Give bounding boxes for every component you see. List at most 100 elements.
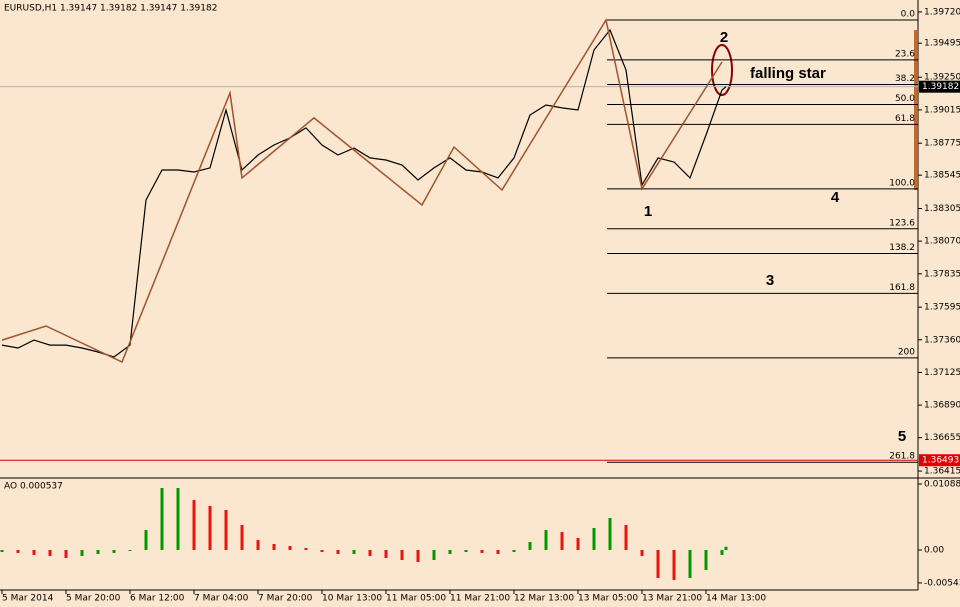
y-tick-label: 0.010886 xyxy=(924,479,960,489)
highlight-ellipse xyxy=(711,44,733,96)
ao-bar xyxy=(32,549,36,555)
zigzag xyxy=(1,18,723,364)
fib-label: 0.0 xyxy=(901,10,916,20)
y-tick-label: 1.37125 xyxy=(924,368,960,378)
y-tick-label: 1.39720 xyxy=(924,7,960,17)
x-tick-label: 6 Mar 12:00 xyxy=(130,594,185,604)
y-tick-label: 1.37595 xyxy=(924,303,960,313)
price-label-box xyxy=(919,80,960,93)
ao-bar xyxy=(224,509,228,550)
ao-bar xyxy=(400,549,404,560)
x-tick-label: 11 Mar 05:00 xyxy=(386,594,446,604)
price-label: 1.39182 xyxy=(922,82,959,92)
scroll-marker xyxy=(914,30,917,190)
annotation: 1 xyxy=(644,203,652,220)
ao-bar xyxy=(688,549,692,578)
ao-bar xyxy=(464,549,468,552)
ao-bar xyxy=(320,549,324,552)
x-tick-label: 7 Mar 04:00 xyxy=(194,594,249,604)
y-tick-label: 1.37835 xyxy=(924,269,960,279)
y-tick-label: 1.39015 xyxy=(924,105,960,115)
x-tick-label: 14 Mar 13:00 xyxy=(706,594,766,604)
fib-label: 100.0 xyxy=(889,178,915,188)
annotation: falling star xyxy=(750,65,826,82)
ao-bar xyxy=(448,549,452,554)
x-tick-label: 5 Mar 2014 xyxy=(2,594,54,604)
ao-bar xyxy=(416,549,420,562)
fib-label: 50.0 xyxy=(895,94,915,104)
ao-bar xyxy=(256,539,260,550)
annotation: 5 xyxy=(898,428,906,445)
annotation: 2 xyxy=(720,29,728,46)
x-tick-label: 12 Mar 13:00 xyxy=(514,594,574,604)
fib-label: 61.8 xyxy=(895,114,915,124)
ao-bar xyxy=(352,549,356,554)
ao-bar xyxy=(64,549,68,558)
ao-bar xyxy=(704,549,708,570)
x-tick-label: 13 Mar 21:00 xyxy=(642,594,702,604)
ao-bar xyxy=(480,549,484,553)
ao-bar xyxy=(288,545,292,550)
y-tick-label: -0.005434 xyxy=(924,578,960,588)
fib-label: 138.2 xyxy=(889,243,915,253)
ao-bar xyxy=(624,525,628,550)
y-tick-label: 1.39250 xyxy=(924,73,960,83)
x-tick-label: 10 Mar 13:00 xyxy=(322,594,382,604)
y-tick-label: 1.37360 xyxy=(924,335,960,345)
ao-bar xyxy=(512,549,516,552)
ao-bar xyxy=(16,549,20,553)
ao-bar xyxy=(672,549,676,580)
fib-label: 38.2 xyxy=(895,74,915,84)
fib-label: 123.6 xyxy=(889,218,915,228)
ao-bar xyxy=(368,549,372,556)
ao-bar xyxy=(640,549,644,556)
x-tick-label: 5 Mar 20:00 xyxy=(66,594,121,604)
ao-bar xyxy=(656,549,660,578)
y-tick-label: 1.38775 xyxy=(924,139,960,149)
indicator-title: AO 0.000537 xyxy=(4,482,63,492)
ao-bar xyxy=(608,517,612,550)
ao-bar xyxy=(48,549,52,556)
ao-bar xyxy=(208,505,212,550)
ao-bar xyxy=(240,525,244,550)
ao-bar xyxy=(592,527,596,550)
chart-title: EURUSD,H1 1.39147 1.39182 1.39147 1.3918… xyxy=(4,4,217,14)
y-tick-label: 1.38545 xyxy=(924,171,960,181)
ao-bar xyxy=(384,549,388,558)
ao-bar xyxy=(96,549,100,554)
ao-bar xyxy=(724,546,728,550)
annotation: 3 xyxy=(766,272,774,289)
ao-bar xyxy=(80,549,84,556)
ao-bar xyxy=(160,487,164,550)
ao-bar xyxy=(176,487,180,550)
y-tick-label: 0.00 xyxy=(924,545,944,555)
ao-bar xyxy=(544,529,548,550)
fib-label: 23.6 xyxy=(895,49,915,59)
x-tick-label: 11 Mar 21:00 xyxy=(450,594,510,604)
y-tick-label: 1.36415 xyxy=(924,467,960,477)
ao-bar xyxy=(576,537,580,550)
fib-label: 161.8 xyxy=(889,283,915,293)
ao-bar xyxy=(560,531,564,550)
ao-bar xyxy=(720,549,724,555)
x-tick-label: 13 Mar 05:00 xyxy=(578,594,638,604)
fib-label: 200 xyxy=(898,347,915,357)
ao-bar xyxy=(528,541,532,550)
ao-bar xyxy=(336,549,340,554)
ao-bar xyxy=(432,549,436,560)
ao-bar xyxy=(128,549,132,551)
alert-label-box xyxy=(919,454,960,467)
y-tick-label: 1.38305 xyxy=(924,204,960,214)
ao-bar xyxy=(112,549,116,553)
alert-label: 1.36493 xyxy=(922,456,959,466)
y-tick-label: 1.36655 xyxy=(924,433,960,443)
annotation: 4 xyxy=(831,189,840,206)
ao-bar xyxy=(0,549,4,552)
y-tick-label: 1.39495 xyxy=(924,39,960,49)
ao-bar xyxy=(496,549,500,554)
ao-bar xyxy=(272,543,276,550)
ao-bar xyxy=(192,499,196,550)
